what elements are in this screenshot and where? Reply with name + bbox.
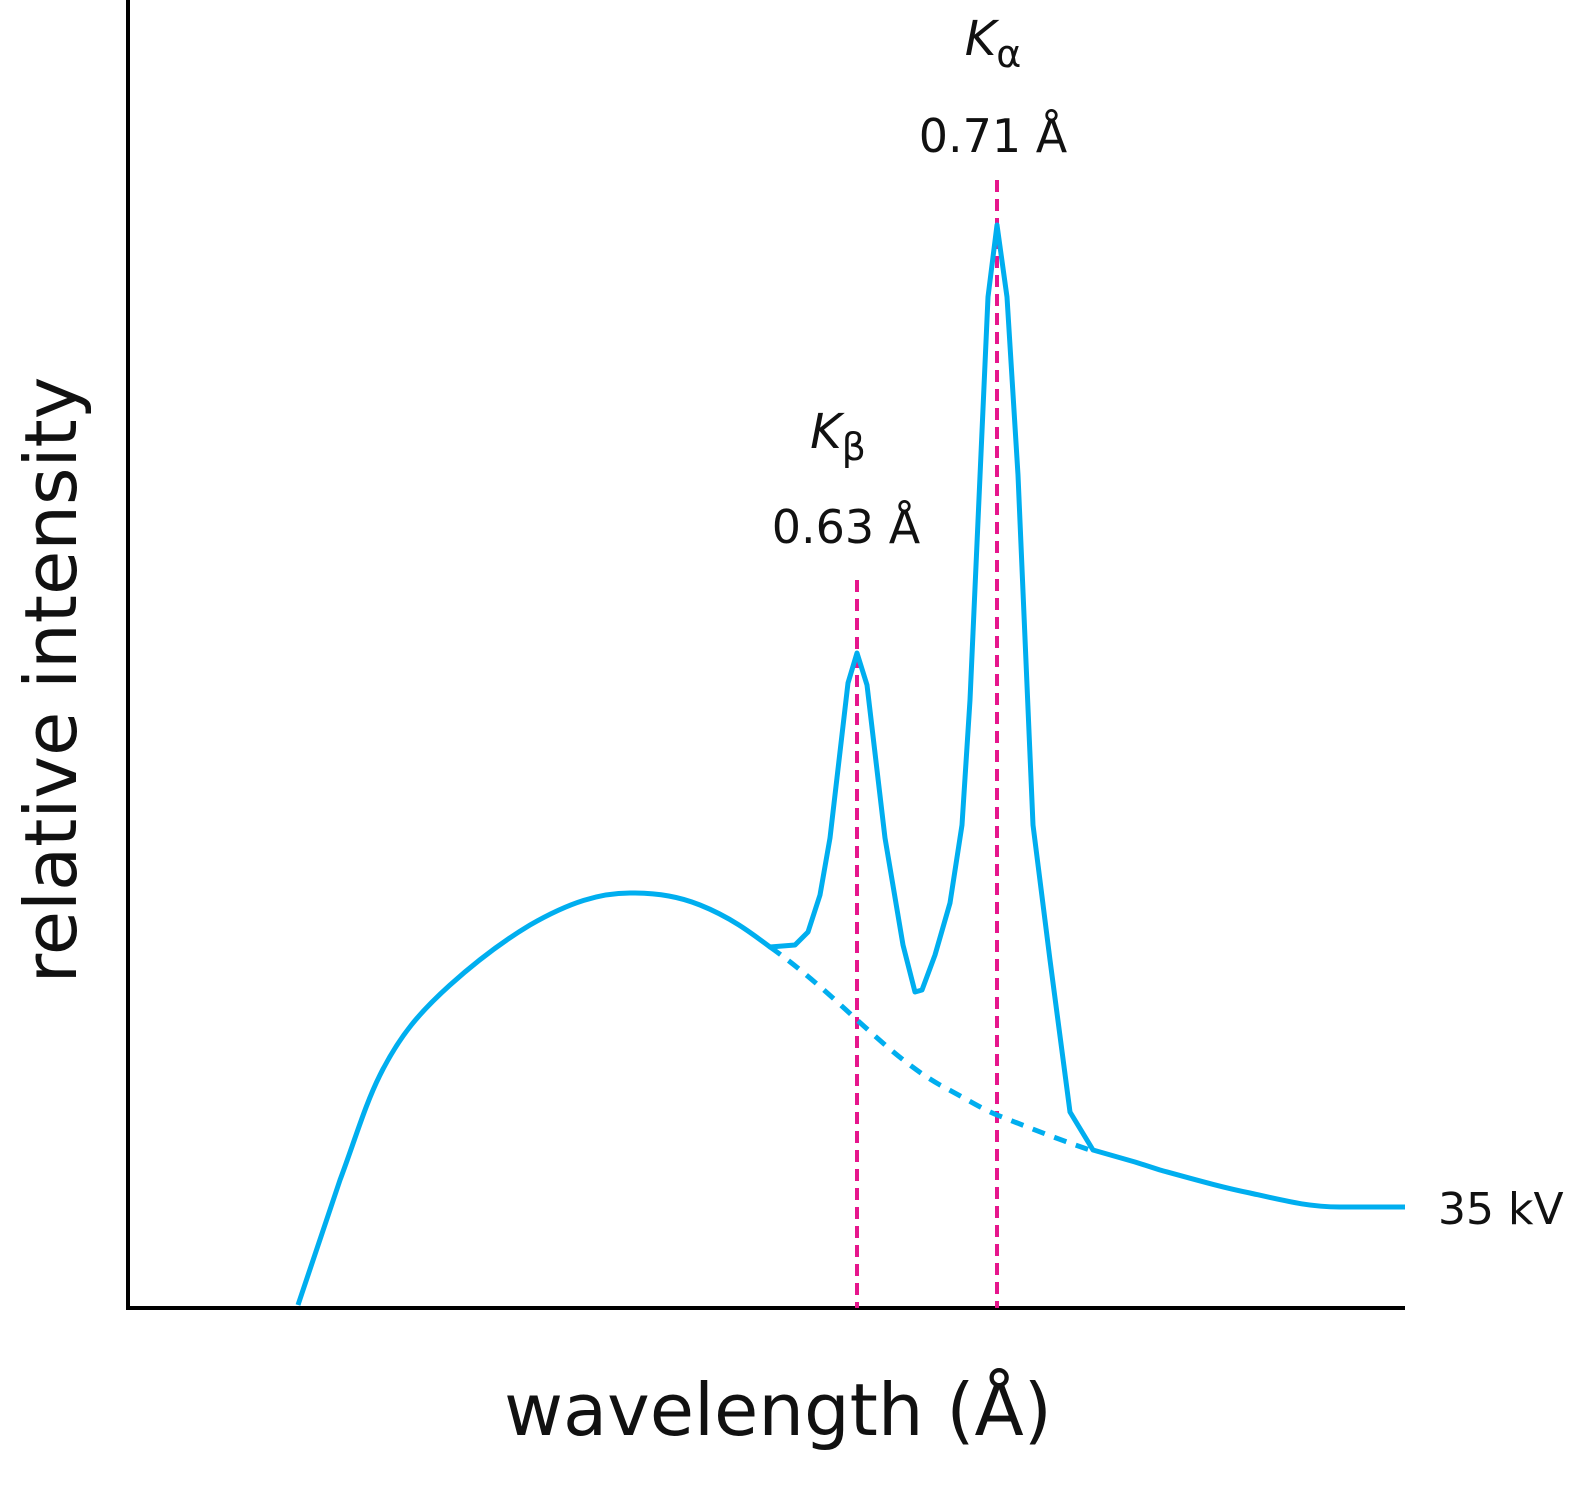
k-alpha-label: Kα (965, 11, 1022, 76)
subscript: β (842, 425, 866, 469)
x-axis-label: wavelength (Å) (504, 1368, 1052, 1452)
k-alpha-wavelength: 0.71 Å (919, 109, 1068, 163)
k-symbol: K (810, 404, 845, 460)
curve-label: 35 kV (1438, 1184, 1564, 1235)
k-symbol: K (965, 11, 1000, 67)
k-beta-wavelength: 0.63 Å (772, 500, 921, 554)
subscript: α (996, 32, 1021, 76)
spectrum-curve (295, 222, 1405, 1306)
continuum-dashed (768, 944, 1091, 1153)
y-axis-label: relative intensity (9, 377, 93, 984)
k-beta-label: Kβ (810, 404, 866, 469)
